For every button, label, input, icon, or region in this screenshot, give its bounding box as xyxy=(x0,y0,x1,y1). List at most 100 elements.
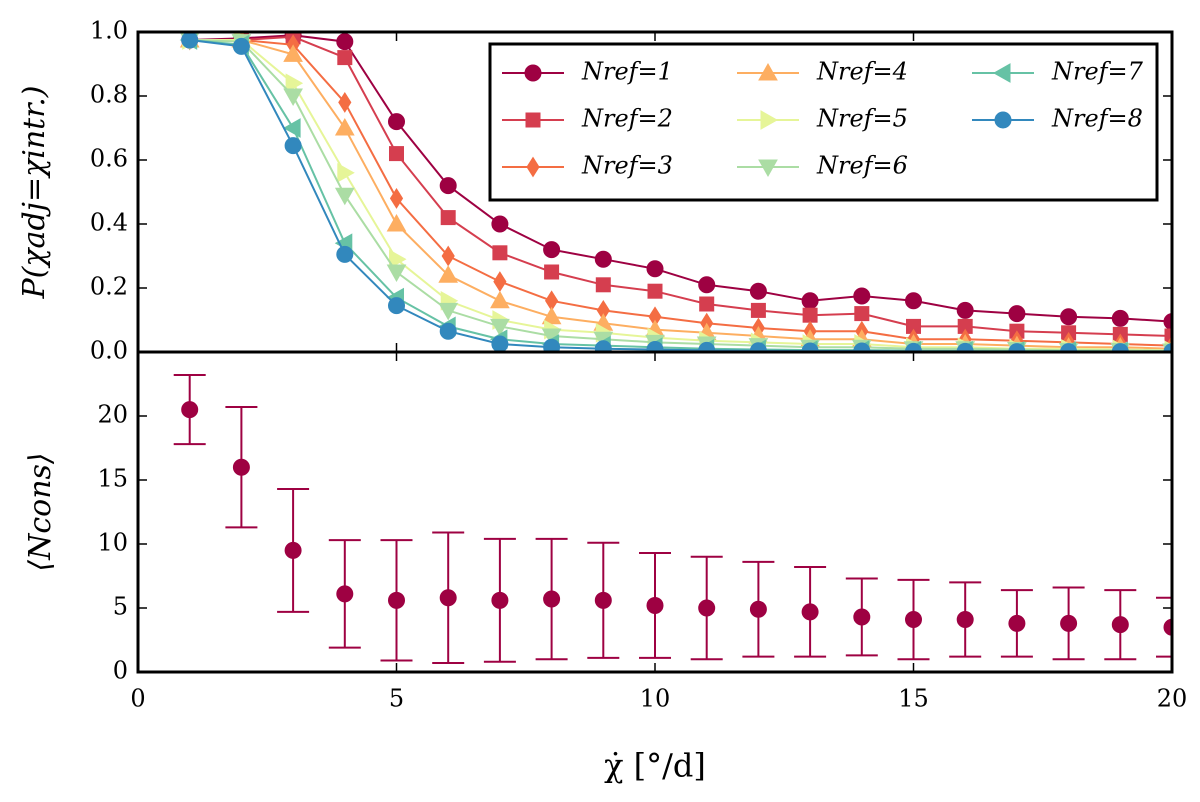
marker xyxy=(698,599,716,617)
y-tick-label: 5 xyxy=(113,593,128,621)
marker xyxy=(337,162,355,183)
marker xyxy=(544,264,560,280)
marker xyxy=(334,187,355,206)
marker xyxy=(1163,618,1172,636)
x-tick-label: 10 xyxy=(640,685,671,713)
marker xyxy=(389,146,404,162)
marker xyxy=(388,113,405,131)
marker xyxy=(594,591,612,609)
legend-label: Nref=4 xyxy=(816,58,908,86)
marker xyxy=(439,322,457,340)
marker xyxy=(992,63,1011,83)
marker xyxy=(956,611,974,629)
marker xyxy=(439,177,457,195)
marker xyxy=(181,401,199,419)
marker xyxy=(646,260,664,278)
marker xyxy=(389,187,404,209)
marker xyxy=(760,110,779,130)
marker xyxy=(1111,616,1129,634)
marker xyxy=(336,585,354,603)
y-tick-label: 10 xyxy=(97,529,128,557)
marker xyxy=(1060,614,1078,632)
y-tick-label: 0.4 xyxy=(90,209,128,237)
marker xyxy=(647,283,663,299)
marker xyxy=(524,64,542,82)
marker xyxy=(543,241,561,259)
y-tick-label: 1.0 xyxy=(90,17,128,45)
marker xyxy=(525,112,541,128)
y-tick-label: 0.0 xyxy=(90,337,128,365)
y-tick-label: 15 xyxy=(97,465,128,493)
marker xyxy=(492,245,508,261)
marker xyxy=(334,117,355,136)
legend-label: Nref=1 xyxy=(581,58,673,86)
marker xyxy=(758,62,778,81)
marker xyxy=(336,33,354,51)
y-tick-label: 0.2 xyxy=(90,273,128,301)
marker xyxy=(337,50,353,66)
marker xyxy=(543,590,561,608)
marker xyxy=(1008,305,1026,323)
marker xyxy=(1163,313,1172,331)
marker xyxy=(1008,614,1026,632)
series-line xyxy=(189,39,1172,352)
legend-label: Nref=8 xyxy=(1051,105,1143,133)
marker xyxy=(441,245,455,267)
legend-label: Nref=6 xyxy=(816,152,908,180)
marker xyxy=(801,292,819,310)
axes-frame xyxy=(136,350,1174,674)
marker xyxy=(750,302,766,318)
marker xyxy=(386,213,407,232)
marker xyxy=(284,137,302,155)
marker xyxy=(698,341,716,352)
marker xyxy=(232,458,250,476)
marker xyxy=(440,210,456,226)
y-tick-label: 0 xyxy=(113,657,128,685)
series-line xyxy=(189,39,1172,347)
x-tick-label: 0 xyxy=(130,685,145,713)
legend-label: Nref=2 xyxy=(581,105,673,133)
marker xyxy=(956,301,974,319)
marker xyxy=(491,215,509,233)
marker xyxy=(439,589,457,607)
legend-frame xyxy=(488,42,1159,202)
series-line xyxy=(189,34,1172,323)
marker xyxy=(854,306,870,322)
marker xyxy=(853,287,871,305)
marker xyxy=(493,271,507,293)
marker xyxy=(595,277,611,293)
marker xyxy=(749,600,767,618)
marker xyxy=(698,276,716,294)
marker xyxy=(853,608,871,626)
legend-label: Nref=7 xyxy=(1051,58,1144,86)
x-tick-label: 5 xyxy=(389,685,404,713)
marker xyxy=(232,37,250,55)
marker xyxy=(336,245,354,263)
y-axis-label: P(χadj=χintr.) xyxy=(17,85,52,299)
marker xyxy=(1060,308,1078,326)
marker xyxy=(646,596,664,614)
x-tick-label: 20 xyxy=(1157,685,1188,713)
marker xyxy=(802,307,818,323)
marker xyxy=(749,282,767,300)
y-tick-label: 0.6 xyxy=(90,145,128,173)
y-tick-label: 0.8 xyxy=(90,81,128,109)
legend-label: Nref=3 xyxy=(581,152,673,180)
x-tick-label: 15 xyxy=(898,685,929,713)
marker xyxy=(283,88,303,107)
marker xyxy=(491,591,509,609)
marker xyxy=(491,335,509,352)
series xyxy=(173,374,1172,665)
marker xyxy=(646,340,664,352)
y-axis-label: ⟨Ncons⟩ xyxy=(23,452,58,571)
marker xyxy=(388,591,405,609)
marker xyxy=(543,338,561,352)
marker xyxy=(526,156,540,178)
marker xyxy=(699,296,715,312)
marker xyxy=(905,292,922,310)
y-tick-label: 20 xyxy=(97,401,128,429)
marker xyxy=(994,111,1012,129)
marker xyxy=(905,611,922,629)
x-axis-label: χ̇ [°/d] xyxy=(604,747,706,785)
marker xyxy=(181,32,199,49)
